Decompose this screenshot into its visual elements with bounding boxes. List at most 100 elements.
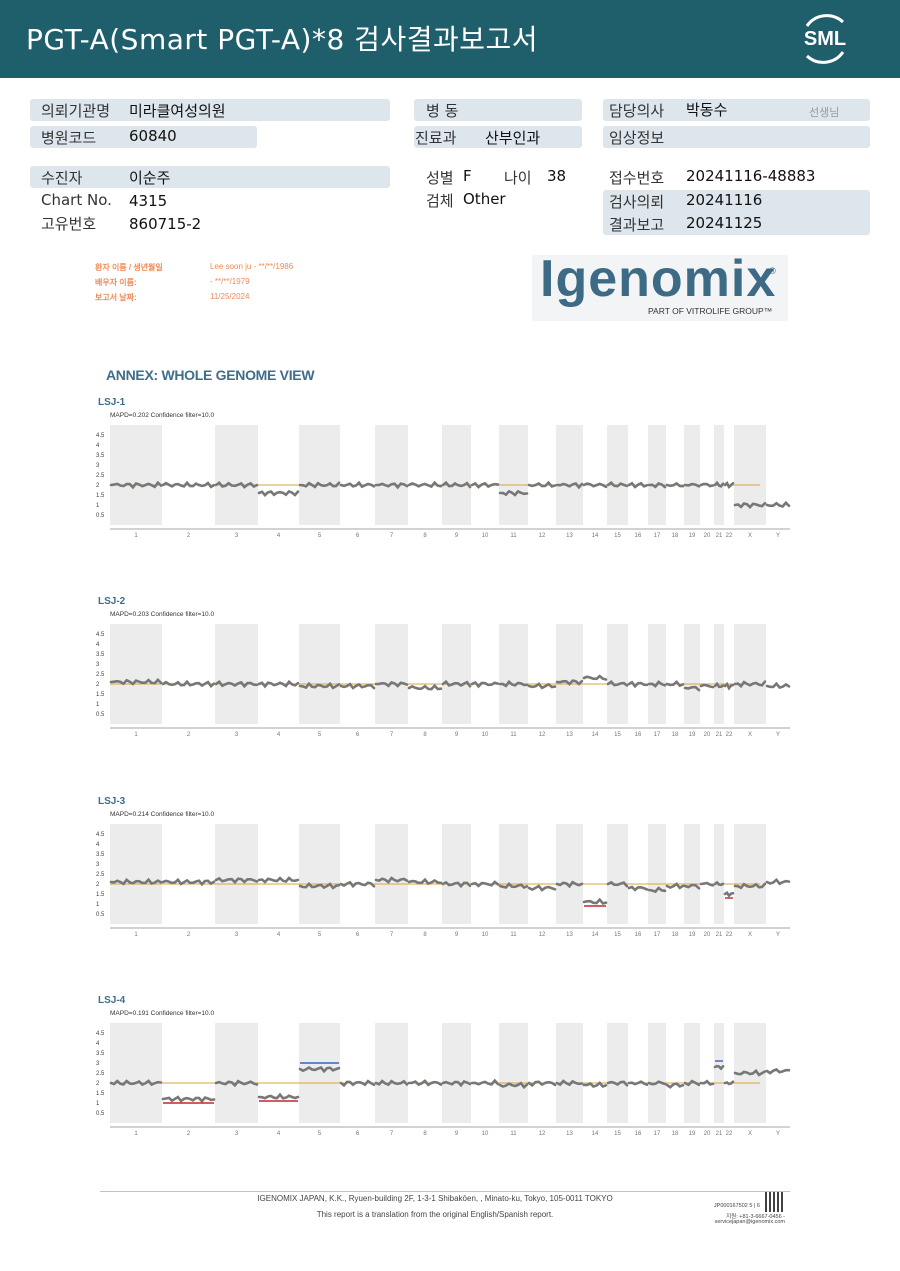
x-tick-label: X [748, 932, 752, 938]
copy-number-series [257, 489, 300, 497]
x-tick-label: 11 [510, 1131, 517, 1137]
chromosome-band [375, 1023, 408, 1123]
chromosome-band [607, 624, 628, 724]
y-tick-label: 4 [96, 1041, 100, 1047]
copy-number-series [339, 682, 376, 690]
y-tick-label: 2 [96, 483, 100, 489]
x-tick-label: 16 [635, 1131, 642, 1137]
y-tick-label: 3.5 [96, 652, 105, 658]
plot-subtitle-3: MAPD=0.214 Confidence filter=10.0 [110, 811, 215, 818]
x-tick-label: Y [776, 932, 780, 938]
x-tick-label: Y [776, 732, 780, 738]
x-tick-label: 8 [423, 732, 427, 738]
footer-phone: 지원: +81-3-6667-0456 - [726, 1214, 785, 1220]
chromosome-band [299, 824, 340, 924]
chromosome-band [684, 1023, 700, 1123]
chromosome-band [442, 425, 471, 525]
patient-row [30, 166, 390, 188]
copy-number-series [109, 480, 163, 490]
y-tick-label: 4 [96, 842, 100, 848]
copy-number-series [214, 480, 259, 489]
copy-number-series [527, 1080, 557, 1087]
copy-number-series [627, 481, 649, 489]
y-tick-label: 0.5 [96, 513, 105, 519]
genome-plot-3: 4.543.532.521.510.51 2 3 4 5 6 7 8 9 10 11 12 13 14 15… [96, 824, 791, 938]
x-tick-label: 18 [672, 732, 679, 738]
embedded-patient-label: 환자 이름 / 생년월일 [95, 263, 163, 272]
y-tick-label: 0.5 [96, 912, 105, 918]
y-tick-label: 1 [96, 1101, 100, 1107]
id-label: 고유번호 [41, 215, 97, 233]
institution-row [30, 99, 390, 121]
x-tick-label: 4 [277, 932, 281, 938]
receipt-label: 접수번호 [609, 169, 665, 187]
copy-number-series [498, 1081, 529, 1090]
chromosome-band [215, 425, 258, 525]
x-tick-label: 6 [356, 533, 360, 539]
copy-number-series [647, 886, 667, 894]
copy-number-series [606, 480, 629, 488]
date-rows [603, 190, 870, 235]
genome-plot-2: 4.543.532.521.510.51 2 3 4 5 6 7 8 9 10 11 12 13 14 15… [96, 624, 791, 738]
plot-title-4: LSJ-4 [98, 995, 126, 1006]
plot-title-3: LSJ-3 [98, 796, 126, 807]
y-tick-label: 2.5 [96, 872, 105, 878]
copy-number-series [765, 1068, 791, 1075]
x-tick-label: 18 [672, 1131, 679, 1137]
x-tick-label: 17 [654, 533, 661, 539]
copy-number-series [161, 1095, 216, 1104]
copy-number-series [733, 680, 767, 689]
x-tick-label: 19 [689, 932, 696, 938]
embedded-date-value: 11/25/2024 [210, 292, 250, 301]
x-tick-label: 14 [592, 533, 599, 539]
copy-number-series [441, 880, 472, 889]
doctor-label: 담당의사 [609, 102, 665, 120]
x-tick-label: 20 [704, 533, 711, 539]
chromosome-band [648, 624, 666, 724]
y-tick-label: 1.5 [96, 493, 105, 499]
x-tick-label: 11 [510, 732, 517, 738]
copy-number-series [733, 882, 767, 890]
y-tick-label: 4.5 [96, 1031, 105, 1037]
y-tick-label: 4 [96, 642, 100, 648]
copy-number-series [109, 877, 163, 886]
chromosome-band [110, 425, 162, 525]
footer-note: This report is a translation from the or… [316, 1210, 554, 1219]
copy-number-series [339, 480, 376, 489]
copy-number-series [374, 482, 409, 490]
copy-number-series [582, 1081, 608, 1089]
chromosome-band [556, 1023, 583, 1123]
x-tick-label: 8 [423, 533, 427, 539]
x-tick-label: 9 [455, 732, 459, 738]
x-tick-label: 16 [635, 732, 642, 738]
copy-number-series [723, 891, 735, 898]
footer-address: IGENOMIX JAPAN, K.K., Ryuen-building 2F,… [257, 1194, 613, 1203]
copy-number-series [733, 501, 767, 509]
institution-label: 의뢰기관명 [41, 102, 111, 120]
chromosome-band [734, 425, 766, 525]
y-tick-label: 2 [96, 682, 100, 688]
copy-number-series [498, 882, 529, 890]
x-tick-label: 5 [318, 1131, 322, 1137]
copy-number-series [298, 1065, 341, 1074]
report-title: PGT-A(Smart PGT-A)*8 검사결과보고서 [26, 23, 539, 56]
specimen-label: 검체 [426, 192, 454, 210]
registered-mark: ® [768, 267, 777, 277]
x-tick-label: 7 [390, 932, 394, 938]
copy-number-series [161, 679, 216, 688]
y-tick-label: 0.5 [96, 1111, 105, 1117]
copy-number-series [683, 482, 701, 488]
plot-title-2: LSJ-2 [98, 596, 126, 607]
x-tick-label: 2 [187, 732, 191, 738]
chromosome-band [299, 1023, 340, 1123]
copy-number-series [498, 679, 529, 688]
copy-number-series [555, 482, 584, 490]
y-tick-label: 2.5 [96, 1071, 105, 1077]
plot-subtitle-4: MAPD=0.191 Confidence filter=10.0 [110, 1010, 215, 1017]
x-tick-label: Y [776, 533, 780, 539]
copy-number-series [407, 1079, 443, 1087]
chromosome-band [607, 1023, 628, 1123]
x-tick-label: 20 [704, 932, 711, 938]
chromosome-band [714, 425, 724, 525]
footer-divider [100, 1191, 790, 1192]
